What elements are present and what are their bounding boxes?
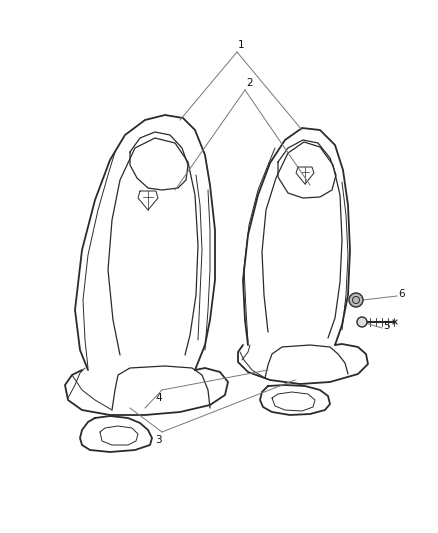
Text: 2: 2 xyxy=(245,78,252,88)
Text: 1: 1 xyxy=(237,40,244,50)
Text: 3: 3 xyxy=(155,435,161,445)
Text: 4: 4 xyxy=(155,393,161,403)
Text: 6: 6 xyxy=(397,289,404,299)
Circle shape xyxy=(348,293,362,307)
Text: 5: 5 xyxy=(382,321,389,331)
Circle shape xyxy=(356,317,366,327)
